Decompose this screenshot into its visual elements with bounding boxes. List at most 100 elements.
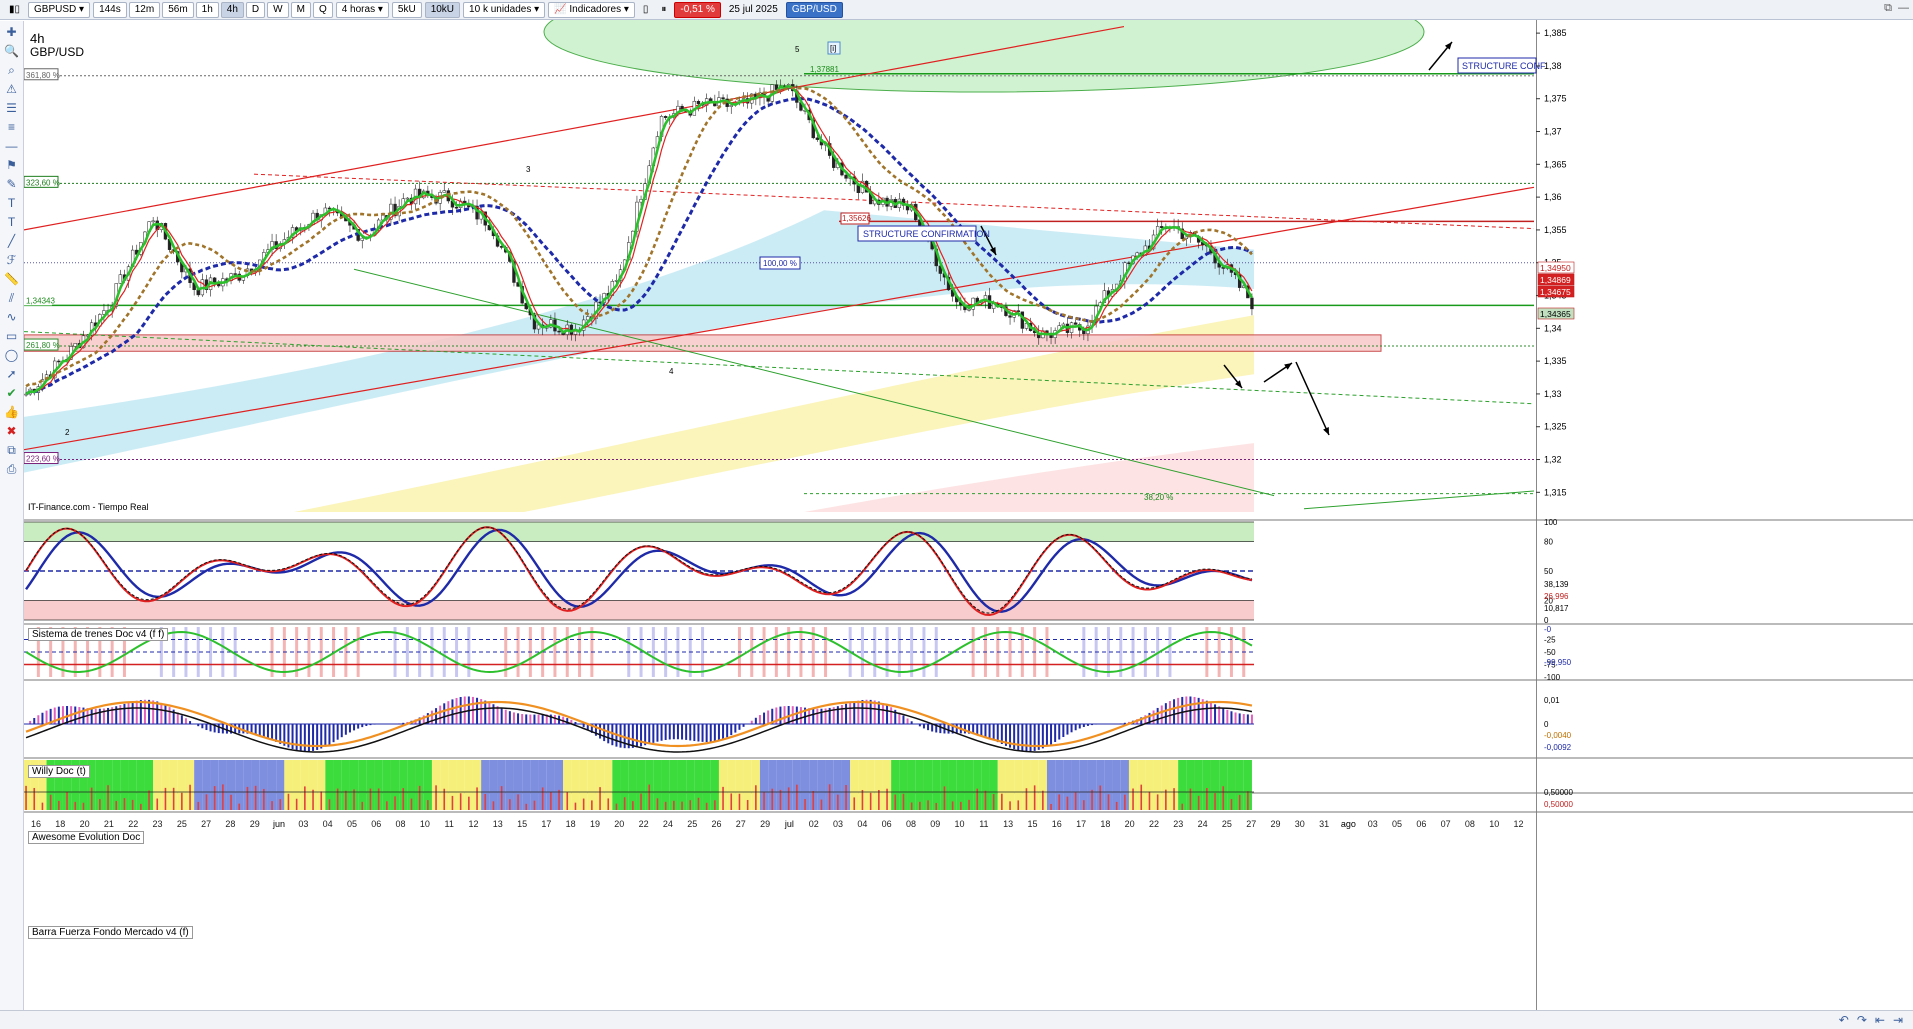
wave-icon[interactable]: ∿ (6, 310, 17, 324)
timeframe-button-M[interactable]: M (290, 1, 311, 18)
align-icon[interactable]: ☰ (6, 101, 17, 115)
units-10k-button[interactable]: 10kU (424, 1, 461, 18)
awesome-bar (1242, 714, 1245, 724)
units-5k-button[interactable]: 5kU (391, 1, 422, 18)
date-tick-label: 25 (177, 819, 187, 829)
undo-icon[interactable]: ↶ (1838, 1013, 1849, 1027)
text-icon[interactable]: T (7, 196, 16, 210)
awesome-bar (275, 724, 278, 742)
barra-bg-bar (874, 760, 883, 810)
awesome-bar (1058, 724, 1061, 740)
ruler-icon[interactable]: 📏 (4, 272, 19, 286)
thumbs-up-icon[interactable]: 👍 (4, 405, 19, 419)
awesome-bar (607, 724, 610, 744)
pause-icon[interactable]: ⏸ (661, 4, 667, 15)
awesome-bar (836, 706, 839, 724)
timeframe-button-144s[interactable]: 144s (93, 1, 127, 18)
candle-body (454, 206, 459, 209)
date-tick-label: 06 (882, 819, 892, 829)
cursor-icon[interactable]: ✚ (6, 25, 17, 39)
awesome-bar (164, 704, 167, 724)
barra-strength-bar (484, 793, 487, 810)
barra-bg-bar (407, 760, 416, 810)
zoom-area-icon[interactable]: ⌕ (8, 63, 15, 77)
awesome-bar (906, 718, 909, 724)
detach-icon[interactable]: ⧉ (1884, 2, 1892, 14)
awesome-bar (176, 712, 179, 724)
delete-icon[interactable]: ✖ (6, 424, 17, 438)
scroll-right-icon[interactable]: ⇥ (1892, 1013, 1903, 1027)
awesome-bar (1033, 724, 1036, 751)
horizontal-line-icon[interactable]: ― (5, 139, 18, 153)
barra-bg-bar (694, 760, 703, 810)
pen-icon[interactable]: ✎ (6, 177, 17, 191)
awesome-bar (492, 704, 495, 724)
text-tool-icon[interactable]: T (7, 215, 16, 229)
rectangle-icon[interactable]: ▭ (5, 329, 18, 343)
barra-strength-bar (722, 786, 724, 810)
candle-body (721, 97, 725, 100)
redo-icon[interactable]: ↷ (1856, 1013, 1867, 1027)
barra-strength-bar (1197, 795, 1200, 810)
trenes-blue-line (25, 528, 1253, 613)
awesome-bar (242, 724, 245, 734)
awesome-bar (1078, 724, 1081, 729)
timeframe-button-Q[interactable]: Q (312, 1, 333, 18)
indicators-button[interactable]: 📈 Indicadores ▾ (548, 1, 635, 18)
awesome-bar (1021, 724, 1024, 752)
timeframe-button-56m[interactable]: 56m (162, 1, 194, 18)
awesome-bar (713, 724, 716, 742)
minimize-icon[interactable]: — (1898, 2, 1909, 14)
awesome-bar (250, 724, 253, 735)
flag-icon[interactable]: ⚑ (6, 158, 17, 172)
scroll-left-icon[interactable]: ⇤ (1874, 1013, 1885, 1027)
barra-strength-bar (230, 794, 232, 810)
awesome-bar (910, 721, 913, 724)
date-tick-label: 25 (1222, 819, 1232, 829)
awesome-bar (1144, 715, 1147, 724)
barra-flag-label: 0,50000 (1544, 800, 1573, 809)
timeframe-button-12m[interactable]: 12m (128, 1, 161, 18)
awesome-bar (299, 724, 302, 752)
layers-icon[interactable]: ⧉ (7, 443, 16, 457)
awesome-bar (41, 712, 44, 724)
awesome-bar (127, 702, 130, 724)
print-icon[interactable]: ⎙ (6, 462, 17, 476)
willy-histogram-bar (1119, 627, 1123, 677)
symbol-select[interactable]: GBPUSD ▾ (28, 1, 91, 18)
awesome-bar (225, 724, 228, 734)
barra-bg-bar (595, 760, 605, 810)
timeframe-button-D[interactable]: D (245, 1, 266, 18)
price-tick-label: 1,355 (1544, 225, 1567, 235)
trendline-icon[interactable]: ╱ (7, 234, 16, 248)
barra-bg-bar (1235, 760, 1244, 810)
timeframe-button-W[interactable]: W (267, 1, 289, 18)
willy-tick-label: -75 (1544, 661, 1556, 670)
wave-label: [i] (830, 44, 836, 53)
awesome-flag-label: -0,0092 (1544, 743, 1572, 752)
barra-bg-bar (546, 760, 555, 810)
chart-area[interactable]: 361,80 % 323,60 % 261,80 % 223,60 % 1,37881 1… (24, 20, 1913, 1010)
fib-label-box (24, 338, 59, 351)
ellipse-icon[interactable]: ◯ (4, 348, 19, 362)
fibonacci-icon[interactable]: ℱ (6, 253, 17, 267)
period-select[interactable]: 4 horas ▾ (335, 1, 389, 18)
timeframe-button-4h[interactable]: 4h (220, 1, 244, 18)
awesome-bar (549, 714, 552, 724)
price-axis-border (1536, 20, 1537, 1010)
warning-icon[interactable]: ⚠ (6, 82, 17, 96)
channel-icon[interactable]: ⫽ (8, 291, 15, 305)
units-select[interactable]: 10 k unidades ▾ (463, 1, 546, 18)
zoom-icon[interactable]: 🔍 (4, 44, 19, 58)
check-icon[interactable]: ✔ (6, 386, 17, 400)
price-tick-label: 1,365 (1544, 159, 1567, 169)
awesome-bar (246, 724, 249, 734)
barra-strength-bar (1042, 790, 1044, 810)
barra-strength-bar (1001, 793, 1003, 810)
list-icon[interactable]: ≡ (7, 120, 15, 134)
barra-strength-bar (689, 800, 692, 810)
barra-strength-bar (664, 801, 667, 810)
timeframe-button-1h[interactable]: 1h (195, 1, 219, 18)
barra-strength-bar (566, 792, 569, 810)
arrow-icon[interactable]: ➚ (6, 367, 17, 381)
